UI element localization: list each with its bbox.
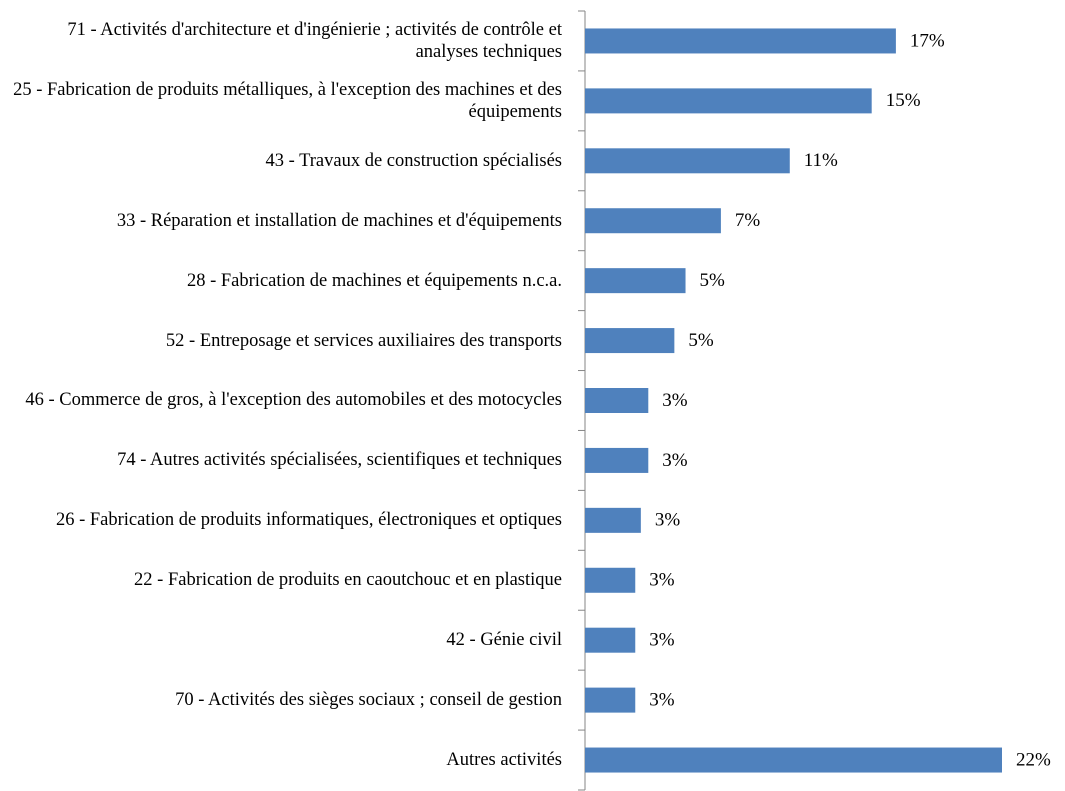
bar [585, 88, 872, 114]
bar [585, 328, 675, 354]
data-label: 3% [662, 450, 688, 471]
bar [585, 388, 649, 413]
bar [585, 208, 721, 234]
category-label: 28 - Fabrication de machines et équipeme… [186, 270, 562, 291]
data-label: 17% [910, 30, 945, 51]
category-label: 33 - Réparation et installation de machi… [116, 210, 562, 231]
bar [585, 507, 641, 533]
bar [585, 687, 636, 713]
category-label: 52 - Entreposage et services auxiliaires… [165, 330, 562, 351]
bar [585, 627, 636, 653]
category-label: 22 - Fabrication de produits en caoutcho… [134, 570, 562, 591]
category-label: 26 - Fabrication de produits informatiqu… [55, 510, 562, 531]
data-label: 5% [688, 330, 714, 351]
data-label: 3% [655, 510, 681, 531]
category-label: 43 - Travaux de construction spécialisés [265, 150, 562, 171]
bar [585, 268, 686, 294]
data-label: 11% [804, 150, 838, 171]
data-label: 15% [886, 90, 921, 111]
category-label: 74 - Autres activités spécialisées, scie… [117, 450, 562, 471]
bar [585, 148, 790, 174]
category-label: Autres activités [446, 750, 562, 771]
bar [585, 28, 896, 54]
category-label: 25 - Fabrication de produits métalliques… [13, 79, 562, 122]
bar [585, 447, 649, 473]
data-label: 22% [1016, 749, 1051, 770]
category-label: 42 - Génie civil [446, 630, 562, 651]
category-label: 71 - Activités d'architecture et d'ingén… [67, 19, 562, 62]
bar [585, 747, 1002, 773]
data-label: 3% [649, 570, 675, 591]
category-label: 70 - Activités des sièges sociaux ; cons… [175, 690, 562, 711]
data-label: 7% [735, 210, 761, 231]
bar [585, 567, 636, 593]
data-label: 3% [662, 390, 688, 411]
data-label: 5% [700, 270, 726, 291]
data-label: 3% [649, 630, 675, 651]
data-label: 3% [649, 689, 675, 710]
category-label: 46 - Commerce de gros, à l'exception des… [25, 390, 562, 411]
